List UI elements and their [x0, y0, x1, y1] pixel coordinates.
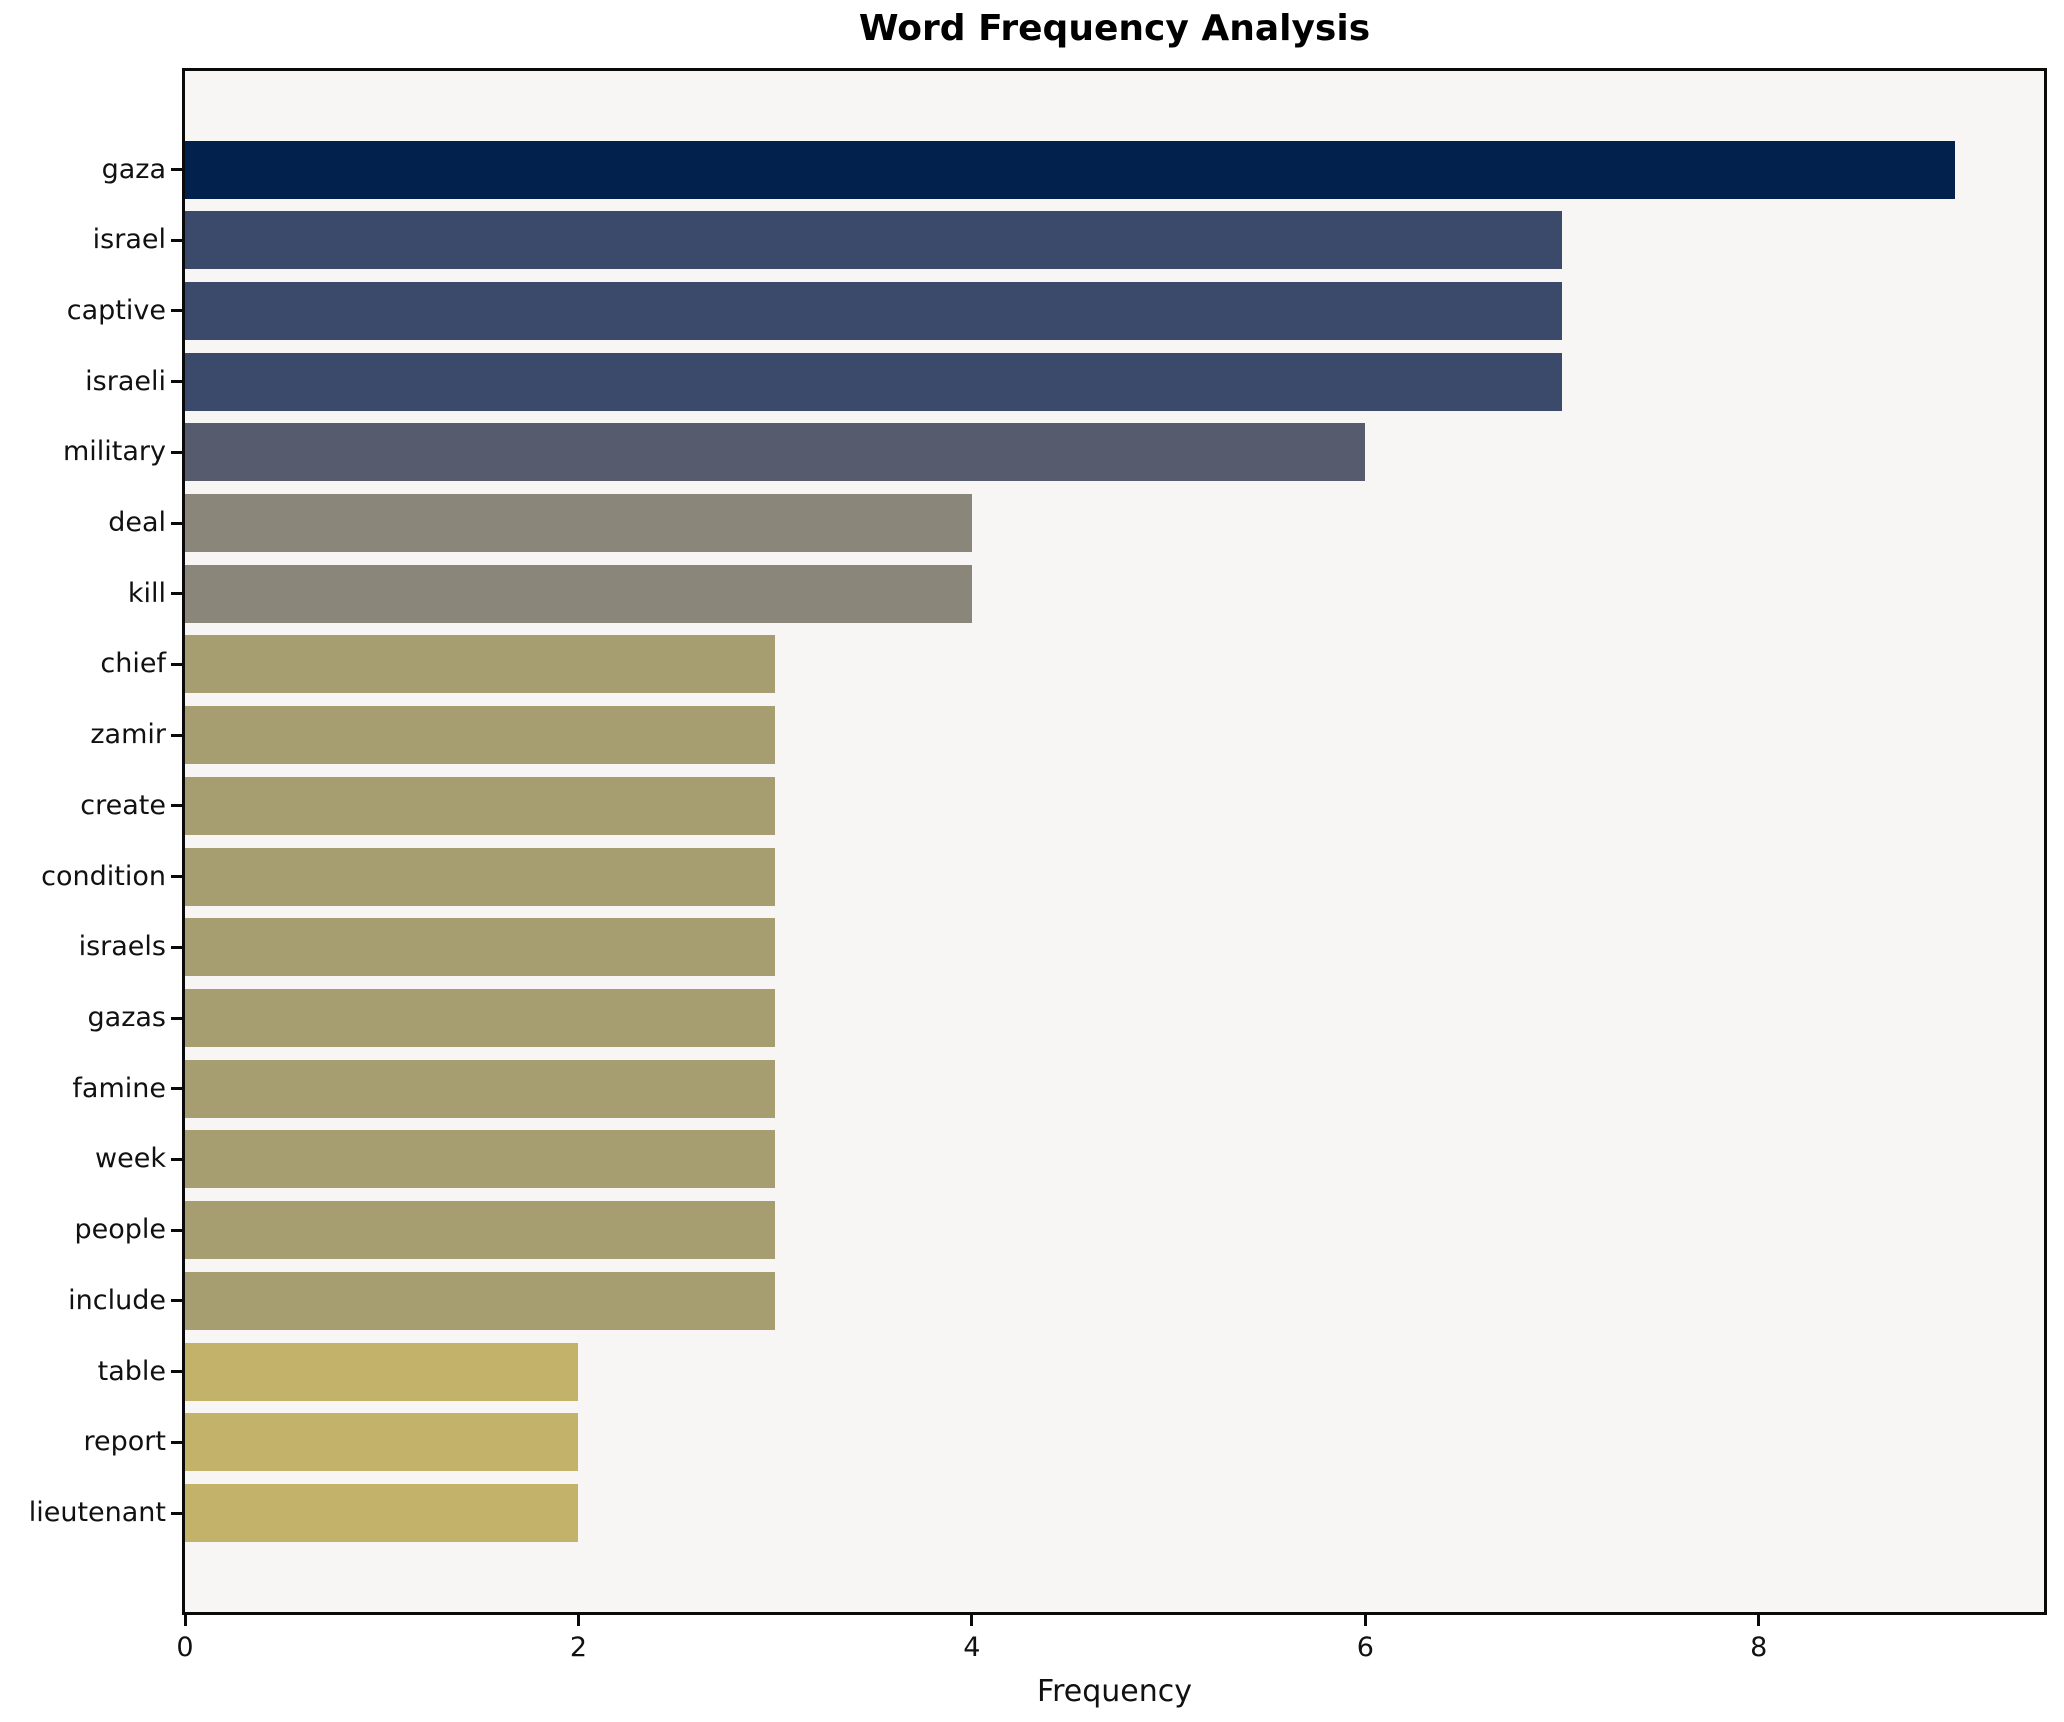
y-tick-mark: [171, 733, 182, 737]
y-tick-label-israel: israel: [92, 224, 166, 256]
y-tick-label-kill: kill: [127, 577, 166, 609]
bar-create: [185, 776, 776, 835]
y-tick-mark: [171, 450, 182, 454]
bars-layer: [185, 71, 2044, 1612]
bar-chief: [185, 635, 776, 694]
bar-report: [185, 1413, 579, 1472]
y-tick-mark: [171, 1087, 182, 1091]
bar-condition: [185, 847, 776, 906]
bar-lieutenant: [185, 1484, 579, 1542]
y-tick-label-include: include: [68, 1284, 166, 1316]
y-tick-mark: [171, 380, 182, 384]
y-tick-mark: [171, 592, 182, 596]
y-tick-label-create: create: [80, 789, 166, 821]
bar-famine: [185, 1059, 776, 1118]
y-tick-label-gazas: gazas: [87, 1002, 166, 1034]
chart-title: Word Frequency Analysis: [858, 8, 1371, 49]
y-tick-mark: [171, 1511, 182, 1515]
y-tick-label-week: week: [95, 1143, 166, 1175]
y-tick-mark: [171, 168, 182, 171]
y-tick-label-military: military: [62, 436, 166, 468]
y-tick-mark: [171, 1157, 182, 1161]
plot-area: [182, 68, 2047, 1615]
y-tick-label-deal: deal: [108, 507, 166, 539]
bar-include: [185, 1271, 776, 1330]
y-tick-mark: [171, 875, 182, 879]
y-tick-label-israels: israels: [78, 931, 166, 963]
y-tick-mark: [171, 945, 182, 949]
y-tick-mark: [171, 1370, 182, 1374]
y-tick-label-condition: condition: [41, 860, 166, 892]
bar-zamir: [185, 706, 776, 765]
x-tick-label-4: 4: [963, 1632, 981, 1663]
x-tick-label-2: 2: [569, 1632, 588, 1663]
x-tick-mark: [576, 1615, 580, 1626]
y-tick-label-chief: chief: [100, 648, 166, 680]
y-tick-label-report: report: [83, 1426, 166, 1458]
y-tick-mark: [171, 521, 182, 525]
bar-people: [185, 1201, 776, 1260]
y-tick-mark: [171, 662, 182, 666]
y-tick-label-captive: captive: [66, 294, 166, 326]
x-tick-mark: [183, 1615, 187, 1626]
y-tick-mark: [171, 238, 182, 242]
x-tick-label-8: 8: [1750, 1632, 1768, 1663]
x-tick-mark: [970, 1615, 974, 1626]
y-tick-mark: [171, 1228, 182, 1232]
y-tick-label-people: people: [74, 1214, 166, 1246]
bar-table: [185, 1342, 579, 1401]
x-axis-title: Frequency: [1037, 1674, 1192, 1709]
bar-captive: [185, 281, 1563, 340]
bar-israels: [185, 918, 776, 977]
bar-israel: [185, 211, 1563, 270]
y-tick-mark: [171, 1440, 182, 1444]
bar-gaza: [185, 140, 1956, 199]
bar-israeli: [185, 352, 1563, 411]
y-tick-label-gaza: gaza: [101, 153, 166, 185]
bar-military: [185, 423, 1366, 482]
x-tick-label-0: 0: [176, 1632, 194, 1663]
y-tick-label-israeli: israeli: [85, 365, 166, 397]
y-tick-mark: [171, 804, 182, 808]
y-tick-mark: [171, 309, 182, 313]
bar-week: [185, 1130, 776, 1189]
y-tick-label-table: table: [97, 1355, 166, 1387]
x-tick-label-6: 6: [1356, 1632, 1374, 1663]
x-tick-mark: [1757, 1615, 1761, 1626]
y-tick-label-famine: famine: [72, 1072, 166, 1104]
y-tick-mark: [171, 1016, 182, 1020]
y-tick-label-lieutenant: lieutenant: [28, 1497, 166, 1528]
y-tick-mark: [171, 1299, 182, 1303]
bar-kill: [185, 564, 972, 623]
bar-gazas: [185, 989, 776, 1048]
y-tick-label-zamir: zamir: [90, 719, 166, 751]
x-tick-mark: [1363, 1615, 1367, 1626]
bar-deal: [185, 494, 972, 553]
